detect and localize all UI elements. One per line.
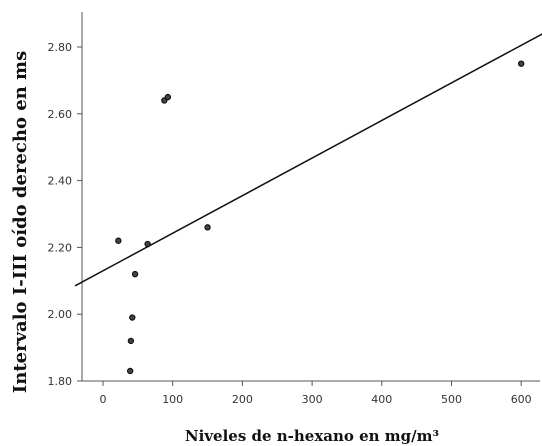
data-point <box>126 367 134 375</box>
data-point <box>127 337 135 345</box>
data-points <box>115 60 525 375</box>
y-tick-label: 2.40 <box>48 175 73 188</box>
data-point <box>164 93 172 101</box>
x-tick-label: 600 <box>511 393 532 406</box>
y-axis-label: Intervalo I-III oído derecho en ms <box>10 51 31 393</box>
x-axis-label: Niveles de n-hexano en mg/m³ <box>185 427 439 445</box>
x-tick-label: 400 <box>371 393 392 406</box>
y-tick-label: 2.20 <box>48 241 73 254</box>
axes: 1.80 2.00 2.20 2.40 2.60 2.80 0 100 200 300 400 500… <box>48 12 540 406</box>
x-tick-label: 500 <box>441 393 462 406</box>
data-point <box>204 224 211 231</box>
y-tick-label: 2.80 <box>48 41 73 54</box>
data-point <box>129 314 136 321</box>
fit-line <box>74 33 542 287</box>
data-point <box>131 270 139 278</box>
x-tick-label: 100 <box>162 393 183 406</box>
y-tick-label: 2.60 <box>48 108 73 121</box>
fit-line-group <box>74 33 542 287</box>
data-point <box>518 60 525 67</box>
y-tick-label: 2.00 <box>48 308 73 321</box>
x-tick-label: 200 <box>232 393 253 406</box>
x-tick-label: 0 <box>100 393 107 406</box>
data-point <box>144 240 151 248</box>
y-tick-label: 1.80 <box>48 375 73 388</box>
data-point <box>115 237 122 244</box>
x-tick-label: 300 <box>302 393 323 406</box>
